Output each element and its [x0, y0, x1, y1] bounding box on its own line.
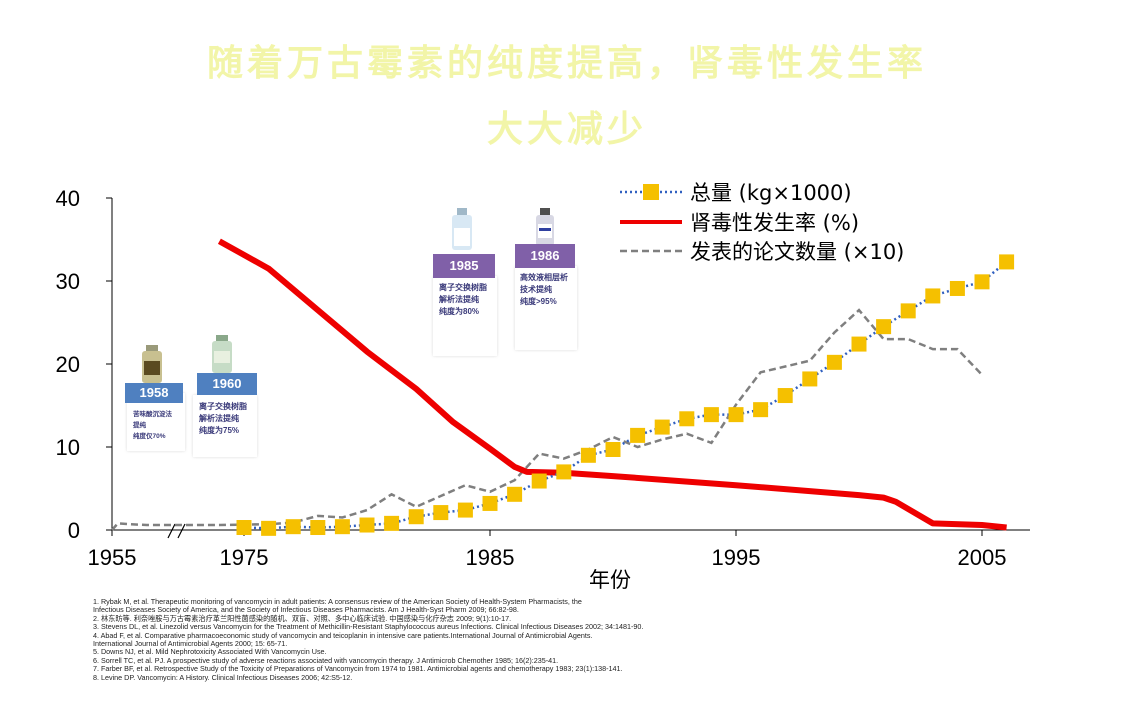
series-papers-line — [111, 308, 983, 531]
total-data-point — [310, 520, 326, 536]
reference-line: 2. 林东昉等. 利奈唑胺与万古霉素治疗革兰阳性菌感染的随机、双盲、对照、多中心… — [93, 613, 512, 623]
reference-line: Infectious Diseases Society of America, … — [93, 605, 519, 615]
total-data-point — [556, 464, 572, 480]
total-data-point — [384, 515, 400, 531]
total-data-point — [679, 411, 695, 427]
y-tick-label: 30 — [56, 269, 80, 294]
references: 1. Rybak M, et al. Therapeutic monitorin… — [93, 597, 893, 682]
total-data-point — [334, 519, 350, 535]
legend-label: 发表的论文数量 (×10) — [690, 240, 904, 264]
total-data-point — [605, 441, 621, 457]
card-year: 1960 — [197, 373, 257, 395]
axis-break-mark — [177, 523, 186, 539]
legend-total-swatch-marker — [643, 184, 659, 200]
x-tick-label: 1995 — [712, 545, 761, 570]
total-data-point — [802, 371, 818, 387]
total-data-point — [876, 319, 892, 335]
reference-line: 3. Stevens DL, et al. Linezolid versus V… — [93, 622, 644, 632]
y-tick-label: 40 — [56, 186, 80, 211]
card-1958: 1958 苦味酸沉淀法 提纯 纯度仅70% — [125, 345, 189, 455]
x-tick-label: 1985 — [466, 545, 515, 570]
total-data-point — [925, 288, 941, 304]
total-data-point — [999, 254, 1015, 270]
nephrotoxicity-line — [217, 238, 1007, 531]
papers-line — [111, 308, 983, 531]
total-data-point — [580, 447, 596, 463]
x-tick-label: 1955 — [88, 545, 137, 570]
card-description: 高效液相层析 技术提纯 纯度>95% — [520, 273, 568, 306]
card-year: 1985 — [433, 254, 495, 278]
total-data-point — [900, 303, 916, 319]
total-data-point — [974, 274, 990, 290]
total-data-point — [433, 505, 449, 521]
chart-svg: 0 10 20 30 40 1955 1975 1985 1995 2005 年份 总量 (kg×1… — [56, 181, 1030, 592]
series-nephrotoxicity-line — [217, 238, 1007, 531]
vial-icon — [142, 345, 162, 383]
card-year: 1958 — [125, 383, 183, 403]
total-data-point — [261, 520, 277, 536]
total-dotted-line — [243, 260, 1008, 530]
card-1960: 1960 离子交换树脂 解析法提纯 纯度为75% — [193, 335, 261, 457]
total-data-point — [236, 520, 252, 536]
legend: 总量 (kg×1000) 肾毒性发生率 (%) 发表的论文数量 (×10) — [620, 181, 904, 264]
card-1986: 1986 高效液相层析 技术提纯 纯度>95% — [515, 208, 579, 350]
total-data-point — [482, 495, 498, 511]
reference-line: 8. Levine DP. Vancomycin: A History. Cli… — [93, 672, 353, 682]
x-tick-label: 2005 — [958, 545, 1007, 570]
total-data-point — [851, 336, 867, 352]
vial-icon — [212, 335, 232, 373]
total-data-point — [753, 402, 769, 418]
vial-icon — [452, 208, 472, 250]
y-tick-label: 20 — [56, 352, 80, 377]
reference-line: 1. Rybak M, et al. Therapeutic monitorin… — [93, 597, 582, 606]
total-data-point — [826, 354, 842, 370]
card-year: 1986 — [515, 244, 575, 268]
card-1985: 1985 离子交换树脂 解析法提纯 纯度为80% — [433, 208, 499, 358]
reference-line: 5. Downs NJ, et al. Mild Nephrotoxicity … — [93, 647, 327, 657]
chart-title-line-2: 大大减少 — [486, 108, 647, 150]
legend-label: 总量 (kg×1000) — [690, 181, 852, 205]
axis-break-mark — [167, 523, 176, 539]
chart-title-line-1: 随着万古霉素的纯度提高，肾毒性发生率 — [206, 42, 927, 84]
reference-line: 7. Farber BF, et al. Retrospective Study… — [93, 664, 623, 674]
total-data-point — [408, 509, 424, 525]
total-data-point — [777, 388, 793, 404]
total-data-point — [949, 280, 965, 296]
vial-icon — [536, 208, 554, 246]
total-data-point — [285, 519, 301, 535]
x-tick-label: 1975 — [220, 545, 269, 570]
total-data-point — [654, 419, 670, 435]
legend-label: 肾毒性发生率 (%) — [690, 211, 859, 235]
y-tick-label: 0 — [68, 518, 80, 543]
card-description: 离子交换树脂 解析法提纯 纯度为75% — [199, 402, 247, 435]
card-description: 离子交换树脂 解析法提纯 纯度为80% — [439, 283, 487, 316]
total-data-point — [457, 502, 473, 518]
series-total-line — [236, 254, 1015, 536]
reference-line: International Journal of Antimicrobial A… — [93, 639, 288, 649]
axes: 0 10 20 30 40 1955 1975 1985 1995 2005 年份 — [56, 186, 1030, 592]
total-data-point — [630, 427, 646, 443]
reference-line: 6. Sorrell TC, et al. PJ. A prospective … — [93, 655, 559, 665]
y-tick-label: 10 — [56, 435, 80, 460]
total-data-point — [531, 473, 547, 489]
card-description: 苦味酸沉淀法 提纯 纯度仅70% — [133, 411, 172, 440]
x-axis-label: 年份 — [589, 568, 631, 592]
total-data-point — [359, 517, 375, 533]
total-data-point — [728, 407, 744, 423]
total-data-point — [507, 486, 523, 502]
reference-line: 4. Abad F, et al. Comparative pharmacoec… — [93, 630, 593, 640]
total-data-point — [703, 407, 719, 423]
